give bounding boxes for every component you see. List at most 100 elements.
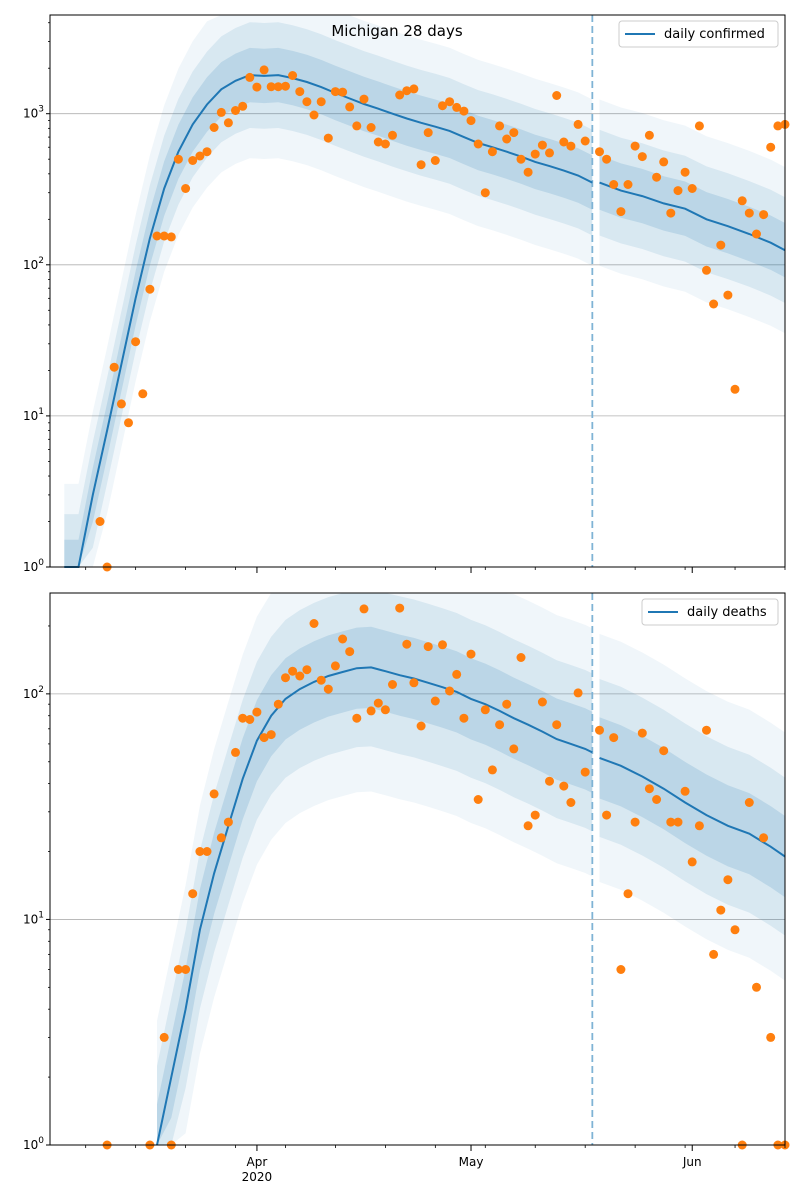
data-point — [281, 81, 290, 91]
data-point — [316, 675, 326, 685]
data-point — [673, 186, 683, 196]
data-point — [295, 671, 305, 681]
data-point — [509, 744, 519, 754]
legend-box — [641, 598, 779, 626]
data-point — [673, 817, 683, 827]
data-point — [709, 949, 719, 959]
data-point — [295, 87, 305, 97]
model-lines — [64, 74, 786, 568]
data-point — [630, 141, 640, 151]
data-point — [273, 82, 283, 92]
data-point — [766, 1032, 776, 1042]
data-point — [766, 142, 776, 152]
y-tick-label: 102 — [23, 256, 44, 272]
data-point — [152, 231, 162, 241]
data-point — [566, 141, 576, 151]
data-point — [487, 765, 497, 775]
legend-box — [618, 20, 779, 48]
data-point — [380, 705, 390, 715]
data-point — [702, 725, 711, 735]
grid-lines — [50, 113, 785, 417]
observed-points — [95, 65, 790, 572]
data-point — [752, 229, 761, 239]
data-point — [238, 101, 248, 111]
data-point — [666, 208, 676, 218]
data-point — [352, 121, 362, 131]
legend-label: daily deaths — [687, 605, 767, 620]
data-point — [759, 833, 769, 843]
data-point — [573, 688, 583, 698]
data-point — [373, 698, 383, 708]
data-point — [245, 72, 255, 82]
chart-title: Michigan 28 days — [331, 22, 462, 40]
data-point — [637, 728, 647, 738]
data-point — [188, 889, 198, 899]
data-point — [266, 730, 276, 740]
data-point — [530, 149, 540, 159]
data-point — [195, 151, 205, 161]
data-point — [723, 290, 733, 300]
data-point — [209, 789, 219, 799]
series-line — [156, 666, 593, 1146]
x-tick-sublabel: 2020 — [242, 1170, 273, 1184]
data-point — [595, 725, 604, 735]
data-point — [516, 653, 526, 662]
data-point — [687, 184, 697, 193]
data-point — [502, 134, 512, 144]
data-point — [552, 720, 562, 730]
data-point — [773, 121, 783, 131]
data-point — [580, 767, 590, 777]
data-point — [252, 82, 262, 92]
data-point — [131, 337, 141, 347]
data-point — [281, 673, 290, 683]
data-point — [416, 721, 426, 731]
data-point — [181, 965, 191, 974]
band-2 — [157, 593, 593, 1145]
data-point — [495, 720, 505, 730]
data-point — [752, 982, 761, 992]
data-point — [259, 733, 269, 743]
data-point — [730, 384, 740, 394]
data-point — [659, 746, 669, 756]
data-point — [559, 781, 569, 791]
data-point — [145, 284, 155, 294]
data-point — [188, 156, 198, 165]
y-tick-label: 103 — [23, 105, 44, 121]
data-point — [202, 847, 212, 856]
data-point — [245, 715, 255, 724]
legend: daily confirmed — [618, 20, 779, 48]
data-point — [759, 210, 769, 220]
data-point — [623, 180, 633, 189]
data-point — [380, 139, 390, 149]
data-point — [744, 798, 754, 807]
legend-label: daily confirmed — [664, 27, 765, 42]
data-point — [302, 97, 312, 107]
data-point — [430, 696, 440, 706]
data-point — [509, 128, 519, 138]
data-point — [209, 123, 219, 132]
data-point — [95, 517, 105, 526]
data-point — [352, 713, 362, 723]
data-point — [652, 795, 662, 804]
data-point — [466, 649, 476, 659]
data-point — [231, 747, 240, 757]
data-point — [409, 678, 419, 688]
data-point — [216, 107, 226, 117]
data-point — [159, 1032, 169, 1042]
data-point — [181, 184, 191, 193]
grid-lines — [50, 693, 785, 920]
data-point — [680, 167, 690, 177]
data-point — [116, 399, 126, 409]
data-point — [702, 265, 711, 275]
data-point — [430, 156, 440, 165]
data-point — [238, 713, 248, 723]
band-1 — [64, 15, 593, 567]
y-tick-label: 101 — [23, 910, 44, 926]
series-line — [599, 181, 786, 252]
data-point — [480, 705, 490, 715]
data-point — [459, 106, 469, 116]
data-point — [438, 101, 447, 111]
data-point — [609, 180, 619, 189]
data-point — [388, 130, 397, 140]
